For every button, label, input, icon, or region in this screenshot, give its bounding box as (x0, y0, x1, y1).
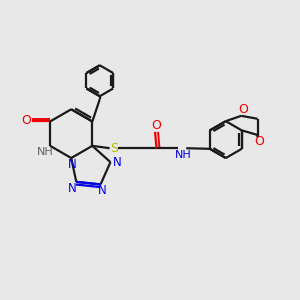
Text: O: O (151, 119, 161, 132)
Text: N: N (98, 184, 106, 197)
Text: NH: NH (175, 150, 192, 160)
Text: N: N (68, 158, 77, 171)
Text: N: N (112, 156, 122, 169)
Text: O: O (238, 103, 248, 116)
Text: NH: NH (37, 147, 54, 158)
Text: S: S (110, 142, 118, 155)
Text: O: O (22, 114, 32, 128)
Text: N: N (68, 182, 77, 195)
Text: O: O (254, 135, 264, 148)
